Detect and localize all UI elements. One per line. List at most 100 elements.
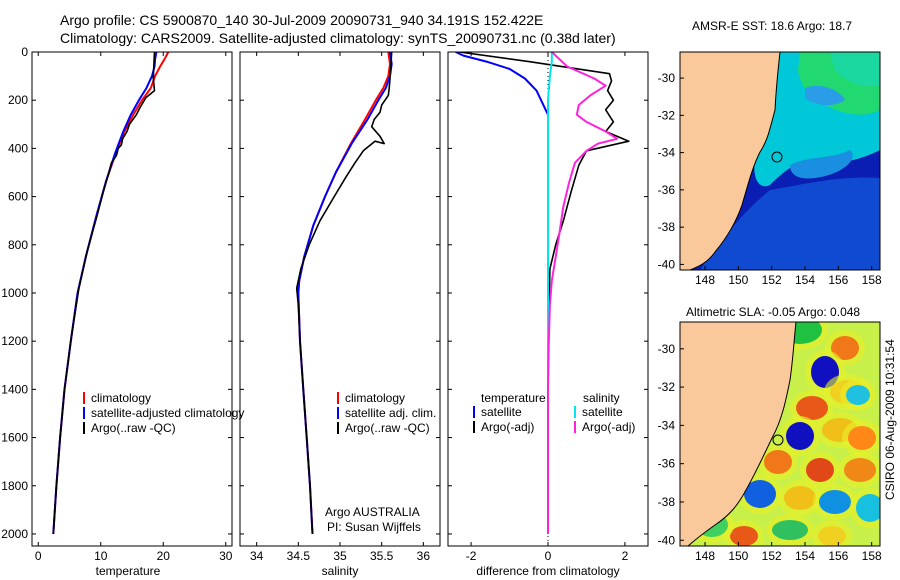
sla-colour-patch xyxy=(818,526,846,546)
series-line-argo-raw-qc- xyxy=(52,52,156,535)
difference-panel: -2 0 2 difference from climatology tempera… xyxy=(447,51,649,578)
map-y-tick-label: -30 xyxy=(658,342,676,356)
timestamp-stamp: CSIRO 06-Aug-2009 10:31:54 xyxy=(883,339,897,500)
series-line-climatology xyxy=(52,52,170,535)
map-y-tick-label: -34 xyxy=(658,146,676,160)
legend-label-sal-argo: Argo(-adj) xyxy=(582,420,635,434)
y-tick-label: 1800 xyxy=(1,479,28,493)
x-tick-label: -2 xyxy=(466,549,477,563)
map-x-tick-label: 158 xyxy=(862,273,882,287)
sst-colour-patch xyxy=(805,85,845,106)
map-x-tick-label: 148 xyxy=(695,273,715,287)
y-tick-label: 400 xyxy=(8,141,28,155)
y-tick-label: 600 xyxy=(8,190,28,204)
sla-colour-patch xyxy=(856,494,880,522)
sla-colour-patch xyxy=(772,520,808,540)
legend-label-climatology: climatology xyxy=(345,391,405,405)
salinity-axes-box xyxy=(239,51,441,547)
map-x-tick-label: 152 xyxy=(762,549,782,563)
x-tick-label: 34 xyxy=(250,549,264,563)
series-line-satellite-adjusted-climatology xyxy=(52,52,158,535)
sst-colour-patch xyxy=(830,52,880,87)
sla-colour-patch xyxy=(848,426,876,450)
legend-label-climatology: climatology xyxy=(91,391,151,405)
x-tick-label: 30 xyxy=(219,549,233,563)
series-line-salinity-argo-adj- xyxy=(547,52,619,534)
salinity-xlabel: salinity xyxy=(322,564,359,578)
temperature-legend: climatology satellite-adjusted climatolo… xyxy=(83,391,244,435)
sla-map-title: Altimetric SLA: -0.05 Argo: 0.048 xyxy=(686,305,860,319)
sla-colour-patch xyxy=(819,490,851,514)
difference-legend: temperature salinity satellite Argo(-adj… xyxy=(473,391,635,434)
y-tick-label: 1200 xyxy=(1,334,28,348)
map-x-tick-label: 156 xyxy=(828,273,848,287)
figure-title-line2: Climatology: CARS2009. Satellite-adjuste… xyxy=(60,30,616,46)
legend-label-argo: Argo(..raw -QC) xyxy=(345,421,430,435)
y-tick-label: 1000 xyxy=(1,286,28,300)
series-line-climatology xyxy=(297,52,391,535)
sst-map-title: AMSR-E SST: 18.6 Argo: 18.7 xyxy=(692,19,852,33)
map-y-tick-label: -36 xyxy=(658,457,676,471)
map-y-tick-label: -30 xyxy=(658,71,676,85)
sla-colour-patch xyxy=(844,458,876,482)
map-x-tick-label: 158 xyxy=(862,549,882,563)
x-tick-label: 35.5 xyxy=(370,549,394,563)
legend-label-argo: Argo(..raw -QC) xyxy=(91,421,176,435)
map-x-tick-label: 152 xyxy=(762,273,782,287)
sla-colour-patch xyxy=(744,480,776,508)
sst-land-australia xyxy=(680,52,781,270)
legend-label-satellite: satellite-adjusted climatology xyxy=(91,406,244,420)
map-x-tick-label: 154 xyxy=(795,273,815,287)
salinity-panel: 34 34.5 35 35.5 36 salinity climatology sate… xyxy=(239,51,441,578)
difference-xlabel: difference from climatology xyxy=(476,564,619,578)
x-tick-label: 20 xyxy=(157,549,171,563)
y-tick-label: 800 xyxy=(8,238,28,252)
temperature-axes-box xyxy=(31,51,233,547)
map-x-tick-label: 156 xyxy=(828,549,848,563)
x-tick-label: 10 xyxy=(94,549,108,563)
x-tick-label: 36 xyxy=(417,549,431,563)
y-tick-label: 2000 xyxy=(1,527,28,541)
map-x-tick-label: 154 xyxy=(795,549,815,563)
series-line-temperature-satellite xyxy=(455,52,549,534)
x-tick-label: 34.5 xyxy=(287,549,311,563)
x-tick-label: 0 xyxy=(35,549,42,563)
map-y-tick-label: -38 xyxy=(658,220,676,234)
credit-line1: Argo AUSTRALIA xyxy=(325,505,420,519)
legend-label-temp-satellite: satellite xyxy=(481,405,522,419)
legend-header-temperature: temperature xyxy=(481,391,546,405)
sla-map: 148 150 152 154 156 158 -30 -32 -34 -36 -38 -40 xyxy=(658,321,882,563)
sla-colour-patch xyxy=(730,526,758,546)
legend-label-satellite: satellite adj. clim. xyxy=(345,406,436,420)
x-tick-label: 2 xyxy=(622,549,629,563)
map-y-tick-label: -40 xyxy=(658,257,676,271)
sst-map: 148 150 152 154 156 158 -30 -32 -34 -36 -38 -40 xyxy=(658,51,882,287)
x-tick-label: 0 xyxy=(545,549,552,563)
sla-map-axes-box xyxy=(679,321,881,547)
map-y-tick-label: -38 xyxy=(658,495,676,509)
sst-colour-patch xyxy=(790,150,853,179)
temperature-panel: 0 10 20 30 0 200 400 600 800 1000 1200 1400 1600 1800… xyxy=(1,45,244,578)
map-x-tick-label: 150 xyxy=(728,549,748,563)
legend-label-temp-argo: Argo(-adj) xyxy=(481,420,534,434)
series-line-salinity-satellite xyxy=(547,52,553,534)
map-y-tick-label: -32 xyxy=(658,380,676,394)
sla-colour-patch xyxy=(796,396,828,420)
legend-label-sal-satellite: satellite xyxy=(582,405,623,419)
sla-land-australia xyxy=(680,322,797,546)
series-line-satellite-adj-clim- xyxy=(297,52,393,535)
series-line-argo-raw-qc- xyxy=(295,52,393,535)
sla-colour-patch xyxy=(764,450,792,474)
sla-colour-patch xyxy=(846,385,870,405)
salinity-legend: climatology satellite adj. clim. Argo(..… xyxy=(337,391,436,435)
x-tick-label: 35 xyxy=(333,549,347,563)
map-x-tick-label: 150 xyxy=(728,273,748,287)
y-tick-label: 0 xyxy=(21,45,28,59)
series-line-temperature-argo-adj- xyxy=(459,52,630,534)
map-x-tick-label: 148 xyxy=(695,549,715,563)
sla-colour-patch xyxy=(786,422,814,450)
temperature-xlabel: temperature xyxy=(96,564,161,578)
sst-map-axes-box xyxy=(679,51,881,271)
sst-float-marker xyxy=(771,151,783,163)
figure-title-line1: Argo profile: CS 5900870_140 30-Jul-2009… xyxy=(60,12,543,28)
